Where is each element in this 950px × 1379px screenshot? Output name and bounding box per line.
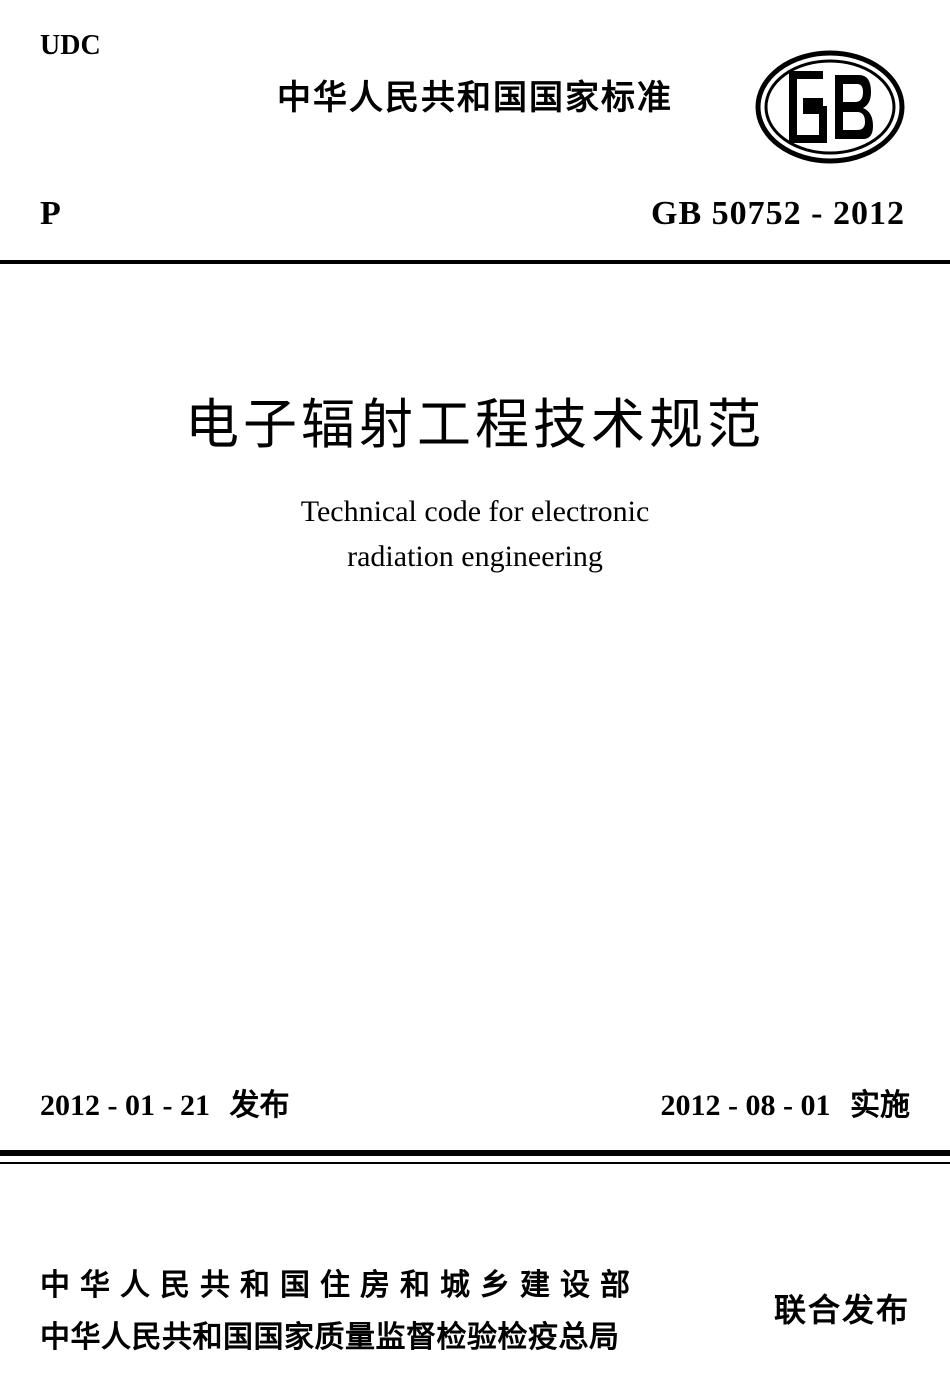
standard-code-number: GB 50752 - 2012: [651, 195, 905, 233]
category-p-label: P: [40, 195, 61, 233]
bottom-divider-thick: [0, 1150, 950, 1156]
publisher-names: 中华人民共和国住房和城乡建设部 中华人民共和国国家质量监督检验检疫总局: [40, 1260, 640, 1356]
title-en-line2: radiation engineering: [347, 540, 603, 573]
issue-date-block: 2012 - 01 - 21 发布: [40, 1080, 289, 1124]
joint-publish-label: 联合发布: [774, 1285, 910, 1331]
udc-label: UDC: [40, 30, 101, 62]
publisher-line-1: 中华人民共和国住房和城乡建设部: [40, 1260, 640, 1304]
gb-logo-icon: [755, 50, 905, 165]
national-standard-heading: 中华人民共和国国家标准: [277, 70, 673, 119]
issue-date: 2012 - 01 - 21: [40, 1089, 210, 1122]
publisher-block: 中华人民共和国住房和城乡建设部 中华人民共和国国家质量监督检验检疫总局 联合发布: [0, 1260, 950, 1356]
top-divider: [0, 260, 950, 264]
publisher-line-2: 中华人民共和国国家质量监督检验检疫总局: [40, 1312, 640, 1356]
title-en-line1: Technical code for electronic: [301, 495, 650, 528]
dates-row: 2012 - 01 - 21 发布 2012 - 08 - 01 实施: [0, 1080, 950, 1124]
title-block: 电子辐射工程技术规范 Technical code for electronic…: [0, 380, 950, 579]
title-english: Technical code for electronic radiation …: [0, 489, 950, 579]
effective-date-block: 2012 - 08 - 01 实施: [661, 1080, 910, 1124]
bottom-divider-thin: [0, 1162, 950, 1164]
title-chinese: 电子辐射工程技术规范: [0, 380, 950, 459]
effective-date: 2012 - 08 - 01: [661, 1089, 831, 1122]
effective-label: 实施: [850, 1089, 910, 1122]
issue-label: 发布: [229, 1089, 289, 1122]
standard-cover-page: UDC 中华人民共和国国家标准 P GB 50752 - 2012 电子辐射工程…: [0, 0, 950, 1379]
